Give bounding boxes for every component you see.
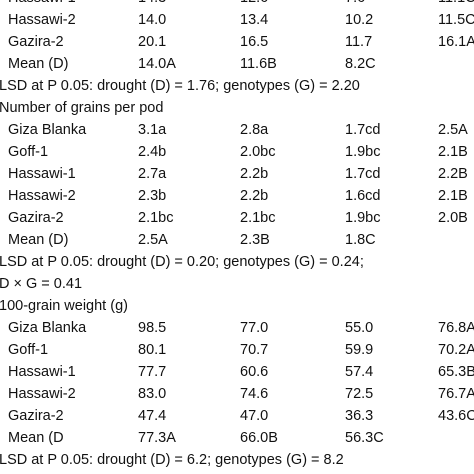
table-cell: 70.2A: [438, 342, 474, 358]
table-cell: 65.3B: [438, 364, 474, 380]
row-label: Hassawi-2: [8, 12, 76, 28]
table-cell: 55.0: [345, 320, 374, 336]
table-cell: 11.5C: [438, 12, 474, 28]
table-cell: 77.3A: [138, 430, 176, 446]
row-label: Hassawi-2: [8, 386, 76, 402]
table-cell: 2.0B: [438, 210, 468, 226]
table-cell: 1.9bc: [345, 144, 381, 160]
row-label: Hassawi-1: [8, 0, 76, 6]
table-cell: 57.4: [345, 364, 374, 380]
table-cell: 11.1C: [438, 0, 474, 6]
row-label: Mean (D: [8, 430, 64, 446]
table-cell: 60.6: [240, 364, 269, 380]
table-cell: 2.1bc: [138, 210, 174, 226]
row-label: Gazira-2: [8, 408, 64, 424]
row-label: Gazira-2: [8, 34, 64, 50]
table-cell: 2.3b: [138, 188, 167, 204]
table-cell: 11.7: [345, 34, 373, 50]
row-label: Giza Blanka: [8, 122, 87, 138]
table-cell: 14.0A: [138, 56, 176, 72]
table-note: 100-grain weight (g): [0, 298, 128, 314]
table-cell: 76.7A: [438, 386, 474, 402]
row-label: Hassawi-1: [8, 166, 76, 182]
table-cell: 2.2b: [240, 188, 269, 204]
table-cell: 77.7: [138, 364, 167, 380]
table-cell: 14.3: [138, 0, 166, 6]
table-cell: 3.1a: [138, 122, 167, 138]
table-cell: 2.2b: [240, 166, 269, 182]
row-label: Goff-1: [8, 144, 49, 160]
table-note: LSD at P 0.05: drought (D) = 1.76; genot…: [0, 78, 360, 94]
row-label: Goff-1: [8, 342, 49, 358]
table-cell: 77.0: [240, 320, 269, 336]
table-cell: 76.8A: [438, 320, 474, 336]
table-cell: 2.1B: [438, 144, 468, 160]
table-cell: 2.2B: [438, 166, 468, 182]
table-cell: 20.1: [138, 34, 167, 50]
table-cell: 80.1: [138, 342, 167, 358]
table-cell: 36.3: [345, 408, 374, 424]
table-cell: 98.5: [138, 320, 167, 336]
table-cell: 2.7a: [138, 166, 167, 182]
table-cell: 2.5A: [138, 232, 168, 248]
row-label: Mean (D): [8, 232, 69, 248]
table-cell: 2.5A: [438, 122, 468, 138]
table-note: Number of grains per pod: [0, 100, 164, 116]
row-label: Giza Blanka: [8, 320, 87, 336]
table-cell: 16.5: [240, 34, 269, 50]
table-cell: 1.8C: [345, 232, 376, 248]
table-cell: 2.4b: [138, 144, 167, 160]
table-note: D × G = 0.41: [0, 276, 83, 292]
table-cell: 47.0: [240, 408, 269, 424]
table-cell: 72.5: [345, 386, 374, 402]
table-note: LSD at P 0.05: drought (D) = 6.2; genoty…: [0, 452, 344, 468]
row-label: Gazira-2: [8, 210, 64, 226]
table-cell: 2.1B: [438, 188, 468, 204]
table-cell: 12.6: [240, 0, 268, 6]
table-cell: 1.7cd: [345, 122, 381, 138]
table-cell: 66.0B: [240, 430, 278, 446]
table-cell: 70.7: [240, 342, 269, 358]
table-cell: 2.0bc: [240, 144, 276, 160]
table-cell: 2.8a: [240, 122, 269, 138]
table-cell: 7.6: [345, 0, 365, 6]
row-label: Hassawi-2: [8, 188, 76, 204]
row-label: Hassawi-1: [8, 364, 76, 380]
table-cell: 1.7cd: [345, 166, 381, 182]
table-cell: 13.4: [240, 12, 269, 28]
table-cell: 83.0: [138, 386, 167, 402]
table-cell: 59.9: [345, 342, 374, 358]
table-cell: 43.6C: [438, 408, 474, 424]
table-cell: 1.9bc: [345, 210, 381, 226]
table-cell: 14.0: [138, 12, 167, 28]
table-cell: 2.3B: [240, 232, 270, 248]
table-note: LSD at P 0.05: drought (D) = 0.20; genot…: [0, 254, 364, 270]
table-cell: 1.6cd: [345, 188, 381, 204]
table-cell: 11.6B: [240, 56, 277, 72]
table-cell: 2.1bc: [240, 210, 276, 226]
table-cell: 10.2: [345, 12, 374, 28]
table-cell: 47.4: [138, 408, 167, 424]
table-cell: 56.3C: [345, 430, 384, 446]
table-cell: 16.1A: [438, 34, 474, 50]
row-label: Mean (D): [8, 56, 69, 72]
table-cell: 74.6: [240, 386, 269, 402]
table-cell: 8.2C: [345, 56, 376, 72]
